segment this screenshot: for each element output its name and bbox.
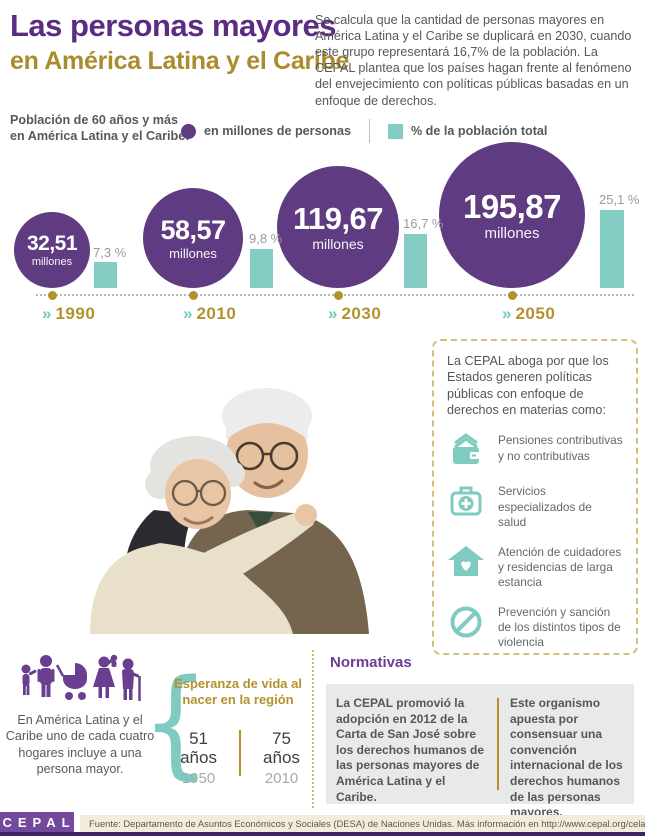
percent-bar-legend-icon: [387, 123, 403, 139]
first-aid-kit-icon: [450, 486, 482, 516]
life-expectancy-title: Esperanza de vida al nacer en la región: [174, 676, 302, 708]
life-divider: [239, 730, 241, 776]
year-label-2050: » 2050: [502, 304, 555, 324]
households-text: En América Latina y el Caribe uno de cad…: [5, 713, 155, 777]
family-icons: [16, 652, 144, 704]
bubble-unit: millones: [31, 255, 73, 268]
section-divider: [312, 650, 314, 808]
bubble-unit: millones: [312, 236, 364, 252]
normativas-box: La CEPAL promovió la adopción en 2012 de…: [326, 684, 634, 820]
normativas-divider: [497, 698, 499, 790]
legend-percent-label: % de la población total: [410, 124, 548, 138]
millions-bubble-legend-icon: [181, 123, 196, 139]
chevron-icon: »: [183, 304, 193, 323]
rights-item-health: Servicios especializados de salud: [447, 482, 623, 529]
elderly-couple-photo: [62, 362, 370, 634]
rights-item-pensions: Pensiones contributivas y no contributiv…: [447, 431, 623, 469]
life-value: 75 años: [263, 729, 300, 767]
rights-box: La CEPAL aboga por que los Estados gener…: [432, 339, 638, 655]
page-title: Las personas mayores en América Latina y…: [10, 10, 349, 74]
title-line-2: en América Latina y el Caribe: [10, 47, 350, 75]
bubble-2010: 58,57 millones: [143, 188, 243, 288]
bubble-value: 195,87: [463, 187, 561, 225]
normativas-left-text: La CEPAL promovió la adopción en 2012 de…: [336, 696, 485, 804]
year-label-2010: » 2010: [183, 304, 236, 324]
bubble-value: 32,51: [26, 231, 78, 255]
normativas-right-text: Este organismo apuesta por consensuar un…: [510, 696, 623, 820]
legend-millions-label: en millones de personas: [204, 124, 351, 138]
intro-paragraph: Se calcula que la cantidad de personas m…: [315, 13, 632, 108]
rights-item-violence: Prevención y sanción de los distintos ti…: [447, 603, 623, 650]
bubble-2030: 119,67 millones: [277, 166, 399, 288]
cepal-logo: CEPAL: [0, 812, 74, 832]
brace-icon: {: [141, 653, 210, 791]
wallet-icon: [453, 433, 479, 465]
year-text: 2050: [515, 304, 556, 323]
bubble-unit: millones: [484, 224, 540, 242]
bar-label-2010: 9,8 %: [249, 231, 283, 246]
year-text: 2030: [341, 304, 382, 323]
life-year: 2010: [264, 770, 299, 788]
no-violence-icon: [450, 606, 482, 638]
bubble-2050: 195,87 millones: [439, 142, 585, 288]
rights-item-text: Pensiones contributivas y no contributiv…: [498, 433, 623, 463]
timeline-dot-1990: [48, 291, 57, 300]
chart-legend: en millones de personas % de la població…: [181, 119, 547, 143]
year-text: 1990: [55, 304, 96, 323]
footer-rule: [0, 832, 645, 836]
bar-label-2050: 25,1 %: [599, 192, 640, 207]
timeline-dot-2030: [334, 291, 343, 300]
life-entry-2010: 75 años 2010: [253, 729, 310, 788]
timeline-dot-2050: [508, 291, 517, 300]
rights-item-text: Prevención y sanción de los distintos ti…: [498, 605, 621, 650]
bar-2030: [404, 234, 427, 288]
title-line-1: Las personas mayores: [10, 8, 337, 43]
year-text: 2010: [196, 304, 237, 323]
bar-1990: [94, 262, 117, 288]
chevron-icon: »: [328, 304, 338, 323]
bar-2010: [250, 249, 273, 288]
rights-item-care: Atención de cuidadores y residencias de …: [447, 543, 623, 590]
normativas-title: Normativas: [330, 654, 412, 671]
bubble-value: 58,57: [160, 214, 226, 245]
bubble-value: 119,67: [292, 201, 384, 236]
timeline-dot-2010: [189, 291, 198, 300]
bar-label-2030: 16,7 %: [403, 216, 444, 231]
bubble-unit: millones: [169, 245, 217, 261]
year-label-1990: » 1990: [42, 304, 95, 324]
year-label-2030: » 2030: [328, 304, 381, 324]
rights-item-text: Atención de cuidadores y residencias de …: [498, 544, 622, 589]
chevron-icon: »: [502, 304, 512, 323]
life-value: 51 años: [180, 729, 217, 767]
rights-box-intro: La CEPAL aboga por que los Estados gener…: [447, 354, 609, 418]
rights-item-text: Servicios especializados de salud: [498, 484, 592, 529]
legend-divider: [368, 119, 370, 143]
chevron-icon: »: [42, 304, 52, 323]
chart-caption: Población de 60 años y más en América La…: [10, 113, 190, 143]
bar-2050: [600, 210, 624, 288]
source-text: Fuente: Departamento de Asuntos Económic…: [80, 815, 645, 832]
life-entry-1950: 51 años 1950: [170, 729, 227, 788]
bar-label-1990: 7,3 %: [93, 245, 127, 260]
life-year: 1950: [181, 770, 216, 788]
house-heart-icon: [448, 545, 484, 576]
bubble-1990: 32,51 millones: [14, 212, 90, 288]
life-expectancy-values: 51 años 1950 75 años 2010: [170, 729, 310, 788]
